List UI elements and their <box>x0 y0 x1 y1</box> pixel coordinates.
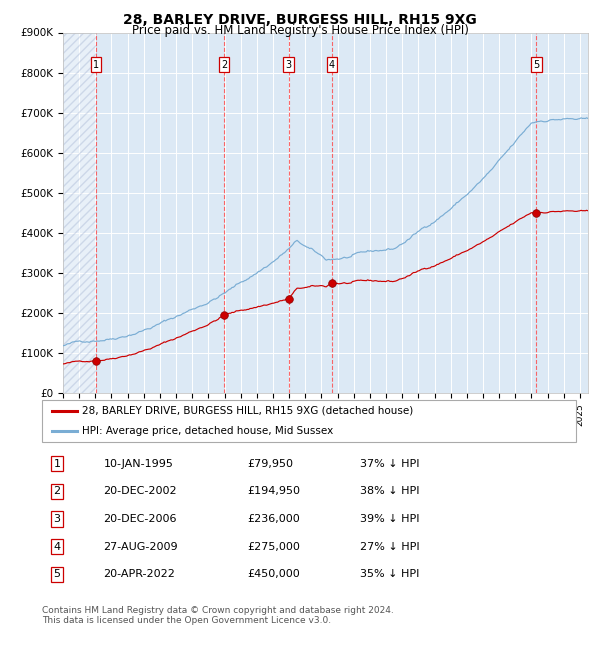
Text: 5: 5 <box>53 569 61 579</box>
Text: 2: 2 <box>53 486 61 497</box>
Text: 28, BARLEY DRIVE, BURGESS HILL, RH15 9XG (detached house): 28, BARLEY DRIVE, BURGESS HILL, RH15 9XG… <box>82 406 413 416</box>
Text: HPI: Average price, detached house, Mid Sussex: HPI: Average price, detached house, Mid … <box>82 426 334 436</box>
Text: 20-DEC-2002: 20-DEC-2002 <box>103 486 177 497</box>
Text: Contains HM Land Registry data © Crown copyright and database right 2024.
This d: Contains HM Land Registry data © Crown c… <box>42 606 394 625</box>
Text: 5: 5 <box>533 60 539 70</box>
Text: 20-APR-2022: 20-APR-2022 <box>103 569 175 579</box>
Text: 37% ↓ HPI: 37% ↓ HPI <box>360 459 419 469</box>
Text: 4: 4 <box>329 60 335 70</box>
Text: 2: 2 <box>221 60 227 70</box>
Text: 1: 1 <box>53 459 61 469</box>
Text: 20-DEC-2006: 20-DEC-2006 <box>103 514 177 524</box>
Text: £79,950: £79,950 <box>248 459 293 469</box>
Text: 3: 3 <box>286 60 292 70</box>
Text: 3: 3 <box>53 514 61 524</box>
Bar <box>63 32 96 393</box>
Text: £450,000: £450,000 <box>248 569 301 579</box>
Text: 27-AUG-2009: 27-AUG-2009 <box>103 541 178 552</box>
Text: £275,000: £275,000 <box>248 541 301 552</box>
Text: 10-JAN-1995: 10-JAN-1995 <box>103 459 173 469</box>
Text: 27% ↓ HPI: 27% ↓ HPI <box>360 541 419 552</box>
FancyBboxPatch shape <box>42 400 576 442</box>
Text: £194,950: £194,950 <box>248 486 301 497</box>
Text: £236,000: £236,000 <box>248 514 301 524</box>
Text: 35% ↓ HPI: 35% ↓ HPI <box>360 569 419 579</box>
Text: Price paid vs. HM Land Registry's House Price Index (HPI): Price paid vs. HM Land Registry's House … <box>131 24 469 37</box>
Text: 1: 1 <box>93 60 99 70</box>
Text: 38% ↓ HPI: 38% ↓ HPI <box>360 486 419 497</box>
Text: 28, BARLEY DRIVE, BURGESS HILL, RH15 9XG: 28, BARLEY DRIVE, BURGESS HILL, RH15 9XG <box>123 13 477 27</box>
Text: 39% ↓ HPI: 39% ↓ HPI <box>360 514 419 524</box>
Text: 4: 4 <box>53 541 61 552</box>
